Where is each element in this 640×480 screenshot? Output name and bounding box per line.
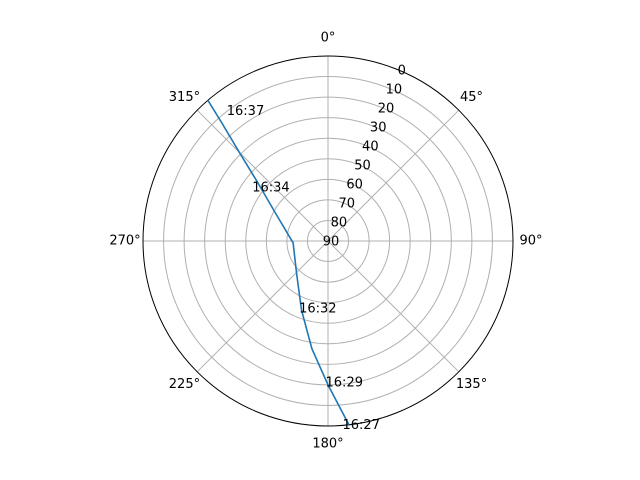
time-annotation: 16:29 bbox=[326, 375, 363, 390]
theta-tick-label: 180° bbox=[312, 437, 343, 452]
theta-tick-label: 225° bbox=[169, 377, 200, 392]
angular-gridline bbox=[327, 240, 460, 373]
grid bbox=[142, 55, 514, 427]
r-tick-label: 70 bbox=[338, 197, 355, 212]
r-tick-label: 50 bbox=[354, 159, 371, 174]
r-tick-label: 40 bbox=[362, 140, 379, 155]
annotations: 16:27 16:29 16:32 16:34 16:37 bbox=[227, 104, 380, 433]
time-annotation: 16:37 bbox=[227, 104, 264, 119]
series bbox=[207, 99, 350, 426]
polar-spine bbox=[142, 55, 514, 427]
theta-tick-label: 45° bbox=[460, 90, 483, 105]
time-annotation: 16:34 bbox=[252, 180, 289, 195]
angular-gridline bbox=[196, 240, 329, 373]
r-tick-label: 20 bbox=[378, 102, 395, 117]
theta-tick-label: 0° bbox=[321, 31, 336, 46]
theta-tick-label: 270° bbox=[109, 234, 140, 249]
r-tick-label: 0 bbox=[398, 64, 406, 79]
r-tick-label: 90 bbox=[323, 235, 340, 250]
r-tick-label: 30 bbox=[370, 121, 387, 136]
angular-gridline bbox=[196, 109, 329, 242]
r-tick-label: 10 bbox=[386, 83, 403, 98]
tick-labels: 0° 45° 90° 135° 180° 225° 270° 315° 0 10 20 30 40 50 6… bbox=[109, 31, 542, 452]
theta-tick-label: 90° bbox=[519, 234, 542, 249]
time-annotation: 16:27 bbox=[343, 418, 380, 433]
angular-gridline bbox=[327, 109, 460, 242]
r-tick-label: 60 bbox=[346, 178, 363, 193]
r-tick-label: 80 bbox=[331, 216, 348, 231]
time-annotation: 16:32 bbox=[299, 302, 336, 317]
theta-tick-label: 135° bbox=[456, 377, 487, 392]
satellite-track bbox=[207, 99, 350, 426]
theta-tick-label: 315° bbox=[169, 90, 200, 105]
